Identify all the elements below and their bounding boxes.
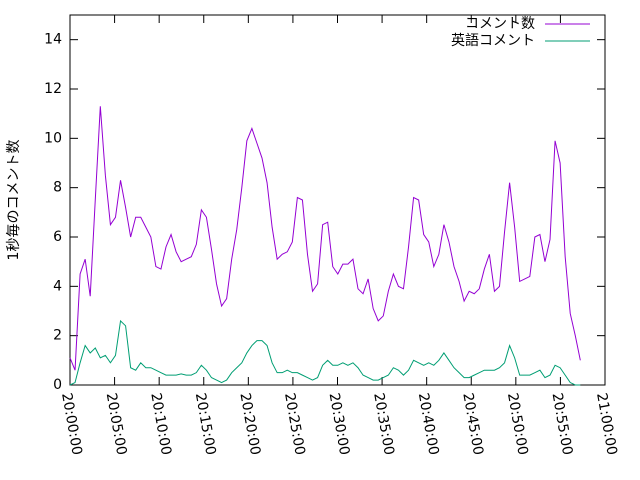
x-tick-label: 20:35:00 xyxy=(370,392,397,457)
y-tick-label: 4 xyxy=(53,278,62,294)
x-tick-label: 20:30:00 xyxy=(326,392,353,457)
y-axis-label: 1秒毎のコメント数 xyxy=(6,140,22,261)
x-tick-label: 20:20:00 xyxy=(236,392,263,457)
y-tick-label: 14 xyxy=(44,32,62,48)
legend-label: コメント数 xyxy=(465,16,535,32)
y-tick-label: 8 xyxy=(53,180,62,196)
series-line xyxy=(69,319,581,386)
x-tick-label: 20:15:00 xyxy=(192,392,219,457)
y-tick-label: 2 xyxy=(53,328,62,344)
y-tick-label: 0 xyxy=(53,377,62,393)
x-tick-label: 20:55:00 xyxy=(549,392,576,457)
x-tick-label: 20:40:00 xyxy=(415,392,442,457)
y-tick-label: 6 xyxy=(53,229,62,245)
legend-label: 英語コメント xyxy=(451,32,535,49)
x-tick-label: 21:00:00 xyxy=(593,392,620,457)
x-tick-label: 20:25:00 xyxy=(281,392,308,457)
x-tick-label: 20:45:00 xyxy=(459,392,486,457)
x-tick-label: 20:00:00 xyxy=(58,392,85,457)
series-line xyxy=(69,106,581,371)
y-tick-label: 10 xyxy=(44,130,62,146)
plot-frame xyxy=(69,14,606,386)
x-tick-label: 20:10:00 xyxy=(147,392,174,457)
x-tick-label: 20:05:00 xyxy=(103,392,130,457)
y-tick-label: 12 xyxy=(44,81,62,97)
x-tick-label: 20:50:00 xyxy=(504,392,531,457)
